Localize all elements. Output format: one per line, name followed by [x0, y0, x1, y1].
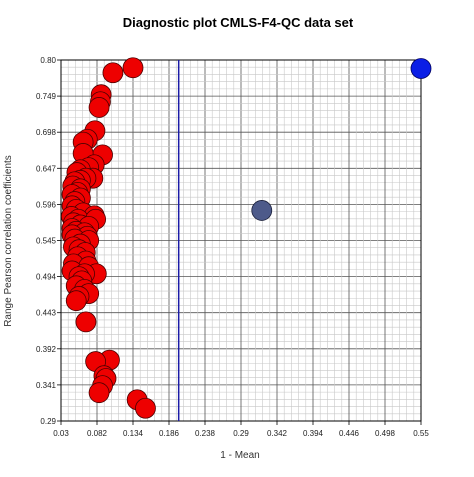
y-tick-label: 0.647 [36, 164, 57, 173]
data-point-red [102, 62, 124, 84]
chart-title: Diagnostic plot CMLS-F4-QC data set [123, 15, 354, 30]
data-points [60, 57, 432, 419]
grid [57, 59, 422, 425]
y-tick-label: 0.341 [36, 381, 57, 390]
y-tick-label: 0.749 [36, 92, 57, 101]
data-point-red [135, 397, 156, 419]
data-point-red [65, 290, 87, 312]
x-axis-label: 1 - Mean [220, 450, 259, 461]
y-tick-label: 0.596 [36, 200, 57, 209]
data-point-blue [410, 58, 432, 79]
x-tick-label: 0.082 [87, 429, 108, 438]
y-tick-label: 0.545 [36, 237, 57, 246]
x-tick-label: 0.186 [159, 429, 180, 438]
data-point-red [122, 57, 144, 79]
y-tick-label: 0.494 [36, 273, 57, 282]
x-tick-label: 0.446 [339, 429, 360, 438]
x-tick-label: 0.342 [267, 429, 288, 438]
x-tick-label: 0.394 [303, 429, 324, 438]
data-point-red [88, 97, 110, 118]
y-tick-label: 0.392 [36, 345, 57, 354]
x-tick-label: 0.29 [233, 429, 249, 438]
x-tick-label: 0.238 [195, 429, 216, 438]
x-tick-label: 0.03 [53, 429, 69, 438]
y-axis-label: Range Pearson correlation coefficients [3, 155, 14, 327]
x-tick-label: 0.498 [375, 429, 396, 438]
data-point-red [88, 382, 110, 404]
y-tick-labels: 0.29 0.341 0.392 0.443 0.494 0.545 0.596 0.647 0… [36, 56, 57, 426]
data-point-red [75, 311, 97, 333]
y-tick-label: 0.29 [40, 417, 56, 426]
x-tick-labels: 0.03 0.082 0.134 0.186 0.238 0.29 0.342 0.394 0.… [53, 429, 429, 438]
x-tick-label: 0.55 [413, 429, 429, 438]
data-point-slate [251, 200, 273, 221]
plot-frame [60, 59, 422, 422]
x-tick-label: 0.134 [123, 429, 144, 438]
y-tick-label: 0.698 [36, 128, 57, 137]
y-tick-label: 0.80 [40, 56, 56, 65]
y-tick-label: 0.443 [36, 309, 57, 318]
